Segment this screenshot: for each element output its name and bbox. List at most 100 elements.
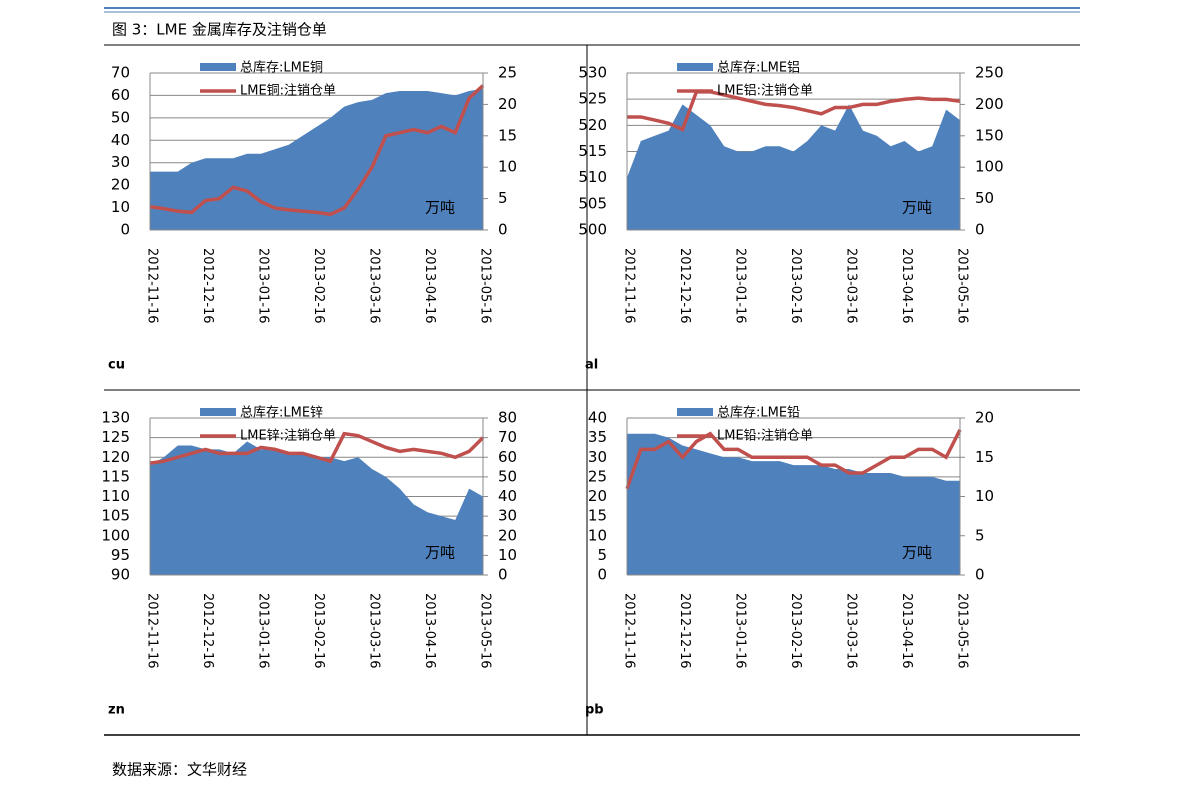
x-tick-label: 2013-05-16	[478, 248, 493, 324]
y-tick-label: 505	[578, 194, 607, 212]
legend-label: 总库存:LME铜	[240, 60, 323, 76]
legend-label: LME锌:注销仓单	[240, 429, 336, 444]
y2-tick-label: 5	[975, 526, 985, 544]
panel-label: zn	[108, 703, 125, 718]
x-tick-label: 2013-05-16	[478, 593, 493, 669]
y2-tick-label: 20	[498, 526, 517, 544]
y-tick-label: 5	[597, 546, 607, 564]
unit-label: 万吨	[902, 199, 932, 217]
y2-tick-label: 200	[975, 95, 1004, 113]
stock-area	[627, 104, 960, 230]
x-tick-label: 2012-11-16	[145, 593, 160, 669]
y-tick-label: 520	[578, 116, 607, 134]
x-tick-label: 2013-02-16	[311, 593, 326, 669]
y2-tick-label: 10	[975, 487, 994, 505]
y-tick-label: 0	[120, 221, 130, 239]
x-tick-label: 2013-03-16	[367, 248, 382, 324]
y2-tick-label: 0	[975, 566, 985, 584]
y2-tick-label: 100	[975, 158, 1004, 176]
y-tick-label: 130	[101, 409, 130, 427]
x-tick-label: 2013-02-16	[311, 248, 326, 324]
legend-swatch	[200, 63, 236, 71]
x-tick-label: 2013-03-16	[844, 593, 859, 669]
y2-tick-label: 10	[498, 546, 517, 564]
stock-area	[627, 433, 960, 575]
y2-tick-label: 80	[498, 409, 517, 427]
y-tick-label: 120	[101, 448, 130, 466]
y-tick-label: 10	[588, 526, 607, 544]
y-tick-label: 20	[588, 487, 607, 505]
legend-swatch	[200, 408, 236, 416]
panel-label: cu	[108, 358, 125, 373]
legend-label: 总库存:LME铅	[717, 405, 800, 421]
stock-area	[150, 88, 483, 230]
y-tick-label: 125	[101, 428, 130, 446]
x-tick-label: 2013-05-16	[955, 593, 970, 669]
x-tick-label: 2013-04-16	[422, 248, 437, 324]
y-tick-label: 30	[111, 153, 130, 171]
y2-tick-label: 70	[498, 428, 517, 446]
source-note: 数据来源：文华财经	[112, 761, 247, 779]
y-tick-label: 105	[101, 507, 130, 525]
y2-tick-label: 30	[498, 507, 517, 525]
y-tick-label: 110	[101, 487, 130, 505]
cancelled-line	[149, 84, 485, 217]
y2-tick-label: 0	[498, 221, 508, 239]
y-tick-label: 25	[588, 467, 607, 485]
y-tick-label: 115	[101, 467, 130, 485]
y2-tick-label: 15	[498, 126, 517, 144]
y-tick-label: 40	[111, 131, 130, 149]
unit-label: 万吨	[902, 544, 932, 562]
y-tick-label: 10	[111, 198, 130, 216]
x-tick-label: 2013-04-16	[899, 248, 914, 324]
y2-tick-label: 250	[975, 64, 1004, 82]
y2-tick-label: 40	[498, 487, 517, 505]
y-tick-label: 30	[588, 448, 607, 466]
x-tick-label: 2013-01-16	[733, 593, 748, 669]
y2-tick-label: 0	[498, 566, 508, 584]
y-tick-label: 20	[111, 176, 130, 194]
x-tick-label: 2013-02-16	[788, 593, 803, 669]
y2-tick-label: 10	[498, 158, 517, 176]
legend-label: LME铜:注销仓单	[240, 84, 336, 99]
legend-label: 总库存:LME锌	[240, 405, 323, 421]
cancelled-line	[627, 90, 961, 132]
y-tick-label: 60	[111, 86, 130, 104]
y2-tick-label: 50	[975, 189, 994, 207]
y-tick-label: 50	[111, 108, 130, 126]
y-tick-label: 70	[111, 64, 130, 82]
y2-tick-label: 5	[498, 189, 508, 207]
y-tick-label: 90	[111, 566, 130, 584]
x-tick-label: 2012-12-16	[200, 248, 215, 324]
legend-label: LME铅:注销仓单	[717, 429, 813, 444]
y-tick-label: 510	[578, 168, 607, 186]
x-tick-label: 2013-01-16	[256, 248, 271, 324]
unit-label: 万吨	[425, 544, 455, 562]
y2-tick-label: 60	[498, 448, 517, 466]
x-tick-label: 2013-03-16	[844, 248, 859, 324]
figure-title: 图 3：LME 金属库存及注销仓单	[112, 21, 327, 39]
y2-tick-label: 150	[975, 126, 1004, 144]
x-tick-label: 2012-12-16	[677, 593, 692, 669]
y2-tick-label: 50	[498, 467, 517, 485]
y2-tick-label: 20	[975, 409, 994, 427]
x-tick-label: 2013-02-16	[788, 248, 803, 324]
legend-swatch	[677, 63, 713, 71]
legend-label: 总库存:LME铝	[717, 60, 800, 76]
y-tick-label: 530	[578, 64, 607, 82]
cancelled-line	[625, 428, 962, 490]
x-tick-label: 2013-01-16	[256, 593, 271, 669]
y-tick-label: 525	[578, 90, 607, 108]
y2-tick-label: 15	[975, 448, 994, 466]
legend-label: LME铝:注销仓单	[717, 84, 813, 99]
unit-label: 万吨	[425, 199, 455, 217]
panel-label: al	[585, 358, 598, 373]
x-tick-label: 2012-11-16	[622, 248, 637, 324]
y-tick-label: 15	[588, 507, 607, 525]
x-tick-label: 2012-12-16	[200, 593, 215, 669]
x-tick-label: 2013-05-16	[955, 248, 970, 324]
panel-label: pb	[585, 703, 604, 718]
y-tick-label: 100	[101, 526, 130, 544]
x-tick-label: 2013-04-16	[422, 593, 437, 669]
